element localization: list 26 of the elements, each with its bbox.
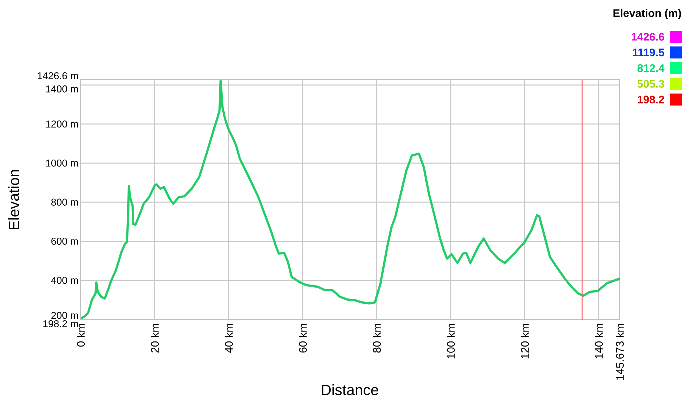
y-tick-label: 198.2 m: [44, 320, 78, 328]
x-tick-label: 40 km: [224, 324, 234, 354]
x-tick-label: 80 km: [372, 324, 382, 353]
y-tick-label: 800 m: [52, 198, 78, 206]
x-tick-label: 100 km: [446, 324, 456, 359]
x-axis-title: Distance: [322, 384, 378, 396]
color-bar-title: Elevation (m): [614, 9, 682, 20]
x-tick-label: 140 km: [594, 324, 604, 359]
y-tick-label: 400 m: [51, 277, 78, 284]
color-bar-label: 812.4: [638, 64, 665, 72]
y-tick-label: 1426.6 m: [38, 72, 78, 80]
x-tick-label: 120 km: [520, 324, 530, 359]
x-tick-label: 145.673 km: [616, 324, 624, 380]
y-tick-label: 600 m: [52, 238, 78, 246]
y-tick-label: 1400 m: [46, 86, 78, 93]
color-bar-label: 1426.6: [632, 33, 664, 41]
y-tick-label: 200 m: [52, 312, 78, 320]
x-tick-label: 20 km: [150, 324, 160, 353]
y-axis-title: Elevation: [8, 170, 20, 230]
x-tick-label: 60 km: [298, 324, 308, 353]
color-bar-label: 198.2: [638, 96, 664, 104]
x-tick-label: 0 km: [76, 324, 86, 347]
color-bar-label: 1119.5: [633, 48, 664, 57]
color-bar-label: 505.3: [638, 80, 664, 88]
y-tick-label: 1000 m: [46, 160, 78, 167]
y-tick-label: 1200 m: [46, 120, 78, 128]
